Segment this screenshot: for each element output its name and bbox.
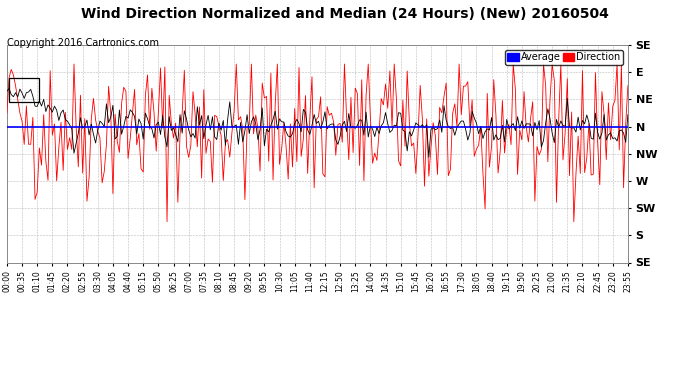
Legend: Average, Direction: Average, Direction (505, 50, 623, 65)
Text: Wind Direction Normalized and Median (24 Hours) (New) 20160504: Wind Direction Normalized and Median (24… (81, 8, 609, 21)
Text: Copyright 2016 Cartronics.com: Copyright 2016 Cartronics.com (7, 38, 159, 48)
Bar (9, 78, 39, 102)
